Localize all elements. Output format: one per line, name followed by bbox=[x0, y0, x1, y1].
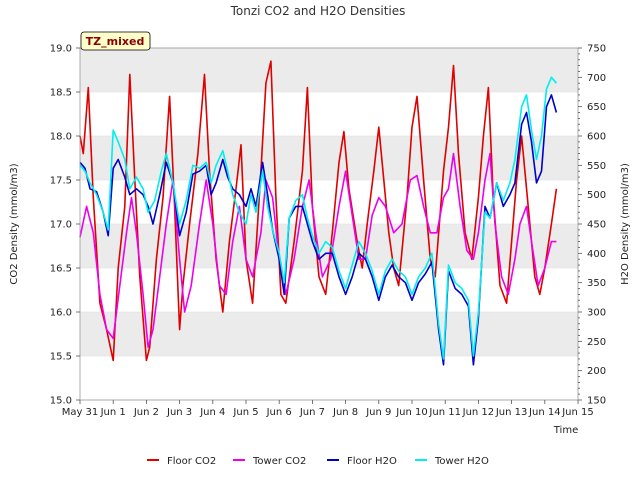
y-tick-label: 16.0 bbox=[50, 308, 72, 319]
y2-tick-label: 650 bbox=[587, 102, 606, 113]
y-axis-ticks: 15.0 15.5 16.0 16.5 17.0 17.5 18.0 18.5 19.0 bbox=[50, 44, 80, 407]
y2-axis-title: H2O Density (mmol/m3) bbox=[620, 163, 631, 285]
y2-tick-label: 350 bbox=[587, 278, 606, 289]
badge-label: TZ_mixed bbox=[86, 35, 145, 48]
y2-tick-label: 150 bbox=[587, 396, 606, 407]
x-tick-label: Jun 4 bbox=[199, 407, 225, 418]
x-tick-label: Jun 13 bbox=[495, 407, 528, 418]
y-tick-label: 15.5 bbox=[50, 352, 72, 363]
badge: TZ_mixed bbox=[80, 31, 151, 51]
x-tick-label: Jun 10 bbox=[395, 407, 428, 418]
y2-tick-label: 250 bbox=[587, 337, 606, 348]
y2-tick-label: 400 bbox=[587, 249, 606, 260]
x-tick-label: Jun 5 bbox=[232, 407, 258, 418]
y2-tick-label: 700 bbox=[587, 73, 606, 84]
x-tick-label: Jun 15 bbox=[561, 407, 594, 418]
y-tick-label: 19.0 bbox=[50, 44, 72, 55]
y2-tick-label: 550 bbox=[587, 161, 606, 172]
grid-band bbox=[80, 48, 578, 92]
y2-tick-label: 600 bbox=[587, 132, 606, 143]
legend: Floor CO2 Tower CO2 Floor H2O Tower H2O bbox=[147, 456, 489, 467]
y-axis-title: CO2 Density (mmol/m3) bbox=[9, 163, 20, 284]
series-line-floor-co2 bbox=[79, 60, 558, 362]
y-tick-label: 16.5 bbox=[50, 264, 72, 275]
y-tick-label: 18.5 bbox=[50, 88, 72, 99]
y2-tick-label: 750 bbox=[587, 44, 606, 55]
x-tick-label: Jun 2 bbox=[133, 407, 159, 418]
x-tick-label: Jun 12 bbox=[462, 407, 495, 418]
x-tick-label: Jun 14 bbox=[528, 407, 561, 418]
y-tick-label: 15.0 bbox=[50, 396, 72, 407]
x-tick-label: Jun 11 bbox=[428, 407, 461, 418]
y2-tick-label: 300 bbox=[587, 308, 606, 319]
x-tick-label: Jun 6 bbox=[266, 407, 292, 418]
y2-tick-label: 200 bbox=[587, 366, 606, 377]
x-tick-label: Jun 1 bbox=[100, 407, 126, 418]
grid-band bbox=[80, 136, 578, 180]
grid-band bbox=[80, 312, 578, 356]
series-line-tower-co2 bbox=[79, 152, 557, 348]
x-axis-ticks: May 31 Jun 1 Jun 2 Jun 3 Jun 4 Jun 5 Jun 6 Jun … bbox=[62, 400, 594, 418]
legend-label: Floor CO2 bbox=[167, 456, 216, 467]
series-lines bbox=[79, 60, 558, 366]
legend-label: Tower H2O bbox=[434, 456, 489, 467]
y-tick-label: 18.0 bbox=[50, 132, 72, 143]
x-tick-label: Jun 3 bbox=[166, 407, 192, 418]
x-tick-label: May 31 bbox=[62, 407, 99, 418]
legend-label: Floor H2O bbox=[347, 456, 397, 467]
x-tick-label: Jun 8 bbox=[332, 407, 358, 418]
y-tick-label: 17.0 bbox=[50, 220, 72, 231]
series-line-tower-h2o bbox=[79, 76, 558, 360]
x-axis-title: Time bbox=[553, 425, 578, 436]
x-tick-label: Jun 9 bbox=[365, 407, 391, 418]
legend-label: Tower CO2 bbox=[252, 456, 306, 467]
chart-title: Tonzi CO2 and H2O Densities bbox=[230, 4, 406, 18]
y2-tick-label: 500 bbox=[587, 190, 606, 201]
y-tick-label: 17.5 bbox=[50, 176, 72, 187]
plot-background-bands bbox=[80, 47, 578, 401]
y2-axis-ticks: 150 200 250 300 350 400 450 500 550 600 650 700 750 bbox=[578, 44, 606, 407]
badge-box bbox=[80, 31, 151, 51]
x-tick-label: Jun 7 bbox=[299, 407, 325, 418]
y2-tick-label: 450 bbox=[587, 220, 606, 231]
